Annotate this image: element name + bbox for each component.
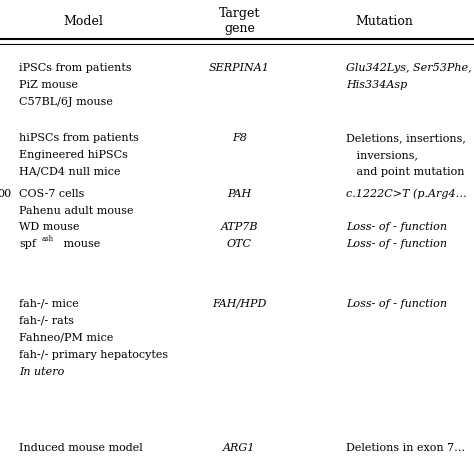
Text: 00: 00 [0,189,12,199]
Text: PAH: PAH [227,189,252,199]
Text: Target
gene: Target gene [219,7,260,36]
Text: Loss- of - function: Loss- of - function [346,239,447,249]
Text: Engineered hiPSCs: Engineered hiPSCs [19,150,128,160]
Text: HA/CD4 null mice: HA/CD4 null mice [19,167,120,177]
Text: and point mutation: and point mutation [346,167,465,177]
Text: spf: spf [19,239,36,249]
Text: In utero: In utero [19,367,64,377]
Text: c.1222C>T (p.Arg4…: c.1222C>T (p.Arg4… [346,189,467,199]
Text: ATP7B: ATP7B [220,222,258,232]
Text: PiZ mouse: PiZ mouse [19,80,78,90]
Text: iPSCs from patients: iPSCs from patients [19,63,132,73]
Text: mouse: mouse [60,239,100,249]
Text: Deletions in exon 7…: Deletions in exon 7… [346,443,465,453]
Text: C57BL/6J mouse: C57BL/6J mouse [19,97,113,107]
Text: Loss- of - function: Loss- of - function [346,299,447,309]
Text: SERPINA1: SERPINA1 [209,63,270,73]
Text: Fahneo/PM mice: Fahneo/PM mice [19,333,113,343]
Text: FAH/HPD: FAH/HPD [212,299,266,309]
Text: fah-/- primary hepatocytes: fah-/- primary hepatocytes [19,350,168,360]
Text: Loss- of - function: Loss- of - function [346,222,447,232]
Text: WD mouse: WD mouse [19,222,80,232]
Text: ash: ash [42,235,54,243]
Text: Induced mouse model: Induced mouse model [19,443,143,453]
Text: fah-/- mice: fah-/- mice [19,299,79,309]
Text: Mutation: Mutation [355,15,413,28]
Text: ARG1: ARG1 [223,443,255,453]
Text: His334Asp: His334Asp [346,80,407,90]
Text: Deletions, insertions,: Deletions, insertions, [346,133,466,143]
Text: F8: F8 [232,133,247,143]
Text: fah-/- rats: fah-/- rats [19,316,74,326]
Text: COS-7 cells: COS-7 cells [19,189,84,199]
Text: Pahenu adult mouse: Pahenu adult mouse [19,206,134,216]
Text: Glu342Lys, Ser53Phe,: Glu342Lys, Ser53Phe, [346,63,472,73]
Text: hiPSCs from patients: hiPSCs from patients [19,133,139,143]
Text: inversions,: inversions, [346,150,418,160]
Text: Model: Model [63,15,103,28]
Text: OTC: OTC [227,239,252,249]
